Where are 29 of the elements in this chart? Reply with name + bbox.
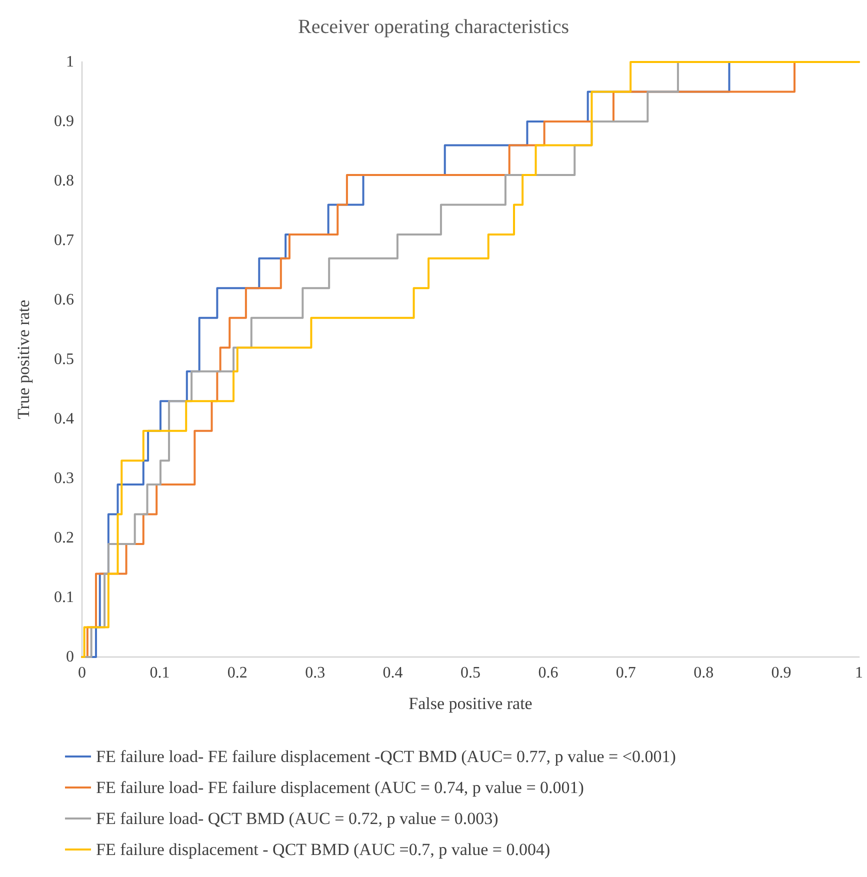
- x-tick-label: 0.6: [538, 664, 558, 682]
- y-tick-label: 0.9: [54, 113, 74, 130]
- y-tick-label: 0.4: [54, 410, 74, 428]
- y-tick-label: 0.6: [54, 292, 74, 308]
- y-axis-title: True positive rate: [14, 300, 33, 420]
- x-tick-label: 0.8: [694, 664, 714, 682]
- y-tick-label: 1: [66, 54, 74, 70]
- y-tick-label: 0.1: [54, 589, 74, 606]
- x-tick-label: 0.1: [150, 664, 170, 682]
- y-tick-label: 0.2: [54, 530, 74, 546]
- chart-title: Receiver operating characteristics: [298, 16, 570, 38]
- x-axis-title: False positive rate: [408, 694, 532, 713]
- x-tick-label: 0.7: [616, 664, 636, 682]
- x-tick-label: 0.4: [382, 664, 403, 682]
- y-tick-label: 0.5: [54, 351, 74, 368]
- x-tick-label: 0.2: [227, 664, 248, 682]
- x-tick-label: 0.5: [460, 664, 480, 682]
- legend-label: FE failure displacement - QCT BMD (AUC =0.7, p value = 0.004): [96, 840, 550, 859]
- y-tick-label: 0.7: [54, 232, 74, 249]
- legend-label: FE failure load- FE failure displacement (AUC = 0.74, p value = 0.001): [96, 778, 584, 797]
- y-tick-label: 0.3: [54, 470, 74, 487]
- x-tick-label: 1: [855, 664, 863, 682]
- x-tick-label: 0.9: [771, 664, 792, 682]
- x-tick-label: 0.3: [305, 664, 326, 682]
- x-tick-label: 0: [78, 664, 86, 682]
- legend-label: FE failure load- QCT BMD (AUC = 0.72, p value = 0.003): [96, 809, 498, 828]
- y-tick-label: 0: [66, 648, 74, 666]
- y-tick-label: 0.8: [54, 172, 74, 190]
- legend-label: FE failure load- FE failure displacement -QCT BMD (AUC= 0.77, p value = <0.001): [96, 747, 676, 766]
